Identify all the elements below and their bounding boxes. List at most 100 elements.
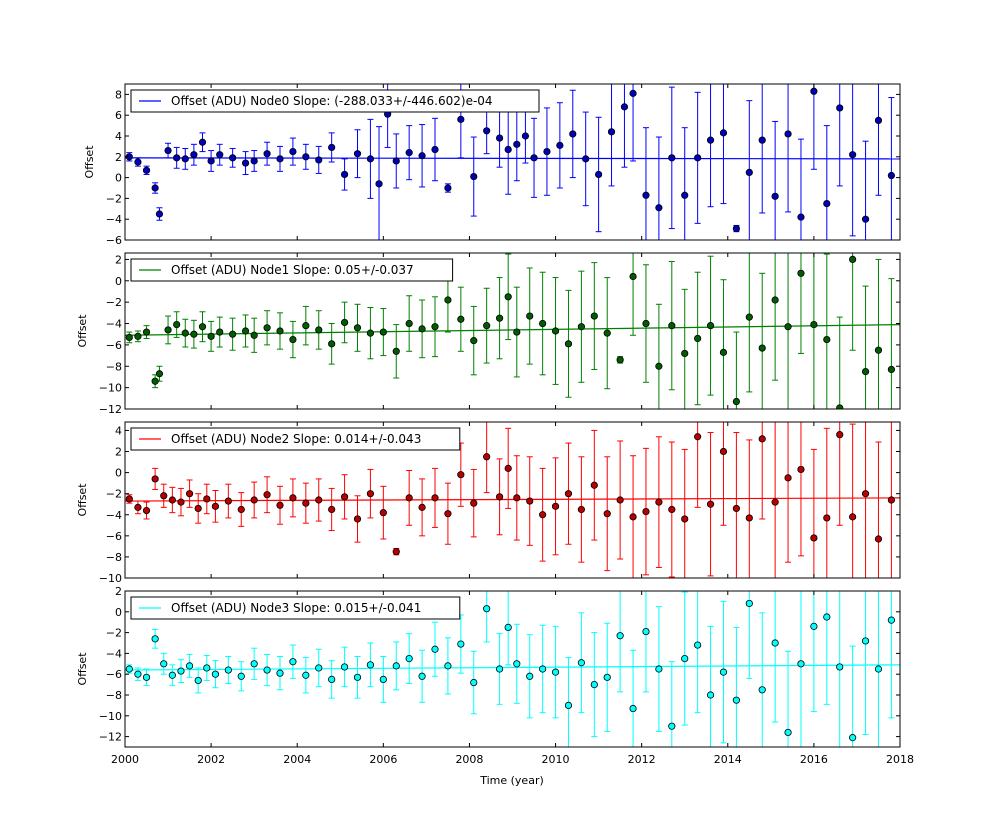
data-point (198, 323, 207, 331)
data-point (431, 145, 439, 154)
data-point (418, 152, 426, 160)
data-point (302, 499, 310, 507)
data-point (181, 155, 189, 163)
data-point (134, 503, 142, 511)
data-point (198, 138, 207, 146)
data-point (405, 319, 413, 328)
data-point (706, 322, 715, 330)
data-point (250, 496, 258, 504)
data-point (629, 272, 637, 281)
data-point (160, 660, 168, 668)
data-point (861, 215, 870, 223)
data-point (887, 365, 895, 374)
data-point (276, 155, 284, 163)
data-point (203, 664, 211, 672)
data-point (590, 680, 598, 689)
x-axis-label: Time (year) (479, 774, 544, 787)
data-point (732, 504, 740, 513)
data-point (513, 494, 521, 502)
data-point (211, 670, 220, 678)
data-point (668, 505, 676, 514)
x-tick-label: 2008 (455, 753, 483, 766)
x-tick-label: 2000 (111, 753, 139, 766)
data-point (823, 200, 831, 208)
data-point (353, 515, 362, 523)
x-tick-label: 2004 (283, 753, 311, 766)
data-point (405, 654, 413, 663)
data-point (504, 293, 512, 301)
plot-area-2 (125, 422, 900, 578)
data-point (155, 370, 164, 378)
data-point (521, 132, 530, 140)
data-point (655, 498, 663, 506)
data-point (289, 335, 297, 344)
data-point (694, 641, 702, 649)
data-point (616, 496, 624, 504)
data-point (655, 204, 663, 212)
data-point (504, 464, 512, 472)
data-point (732, 696, 740, 704)
data-point (340, 493, 349, 501)
data-point (797, 269, 805, 277)
data-point (823, 613, 831, 621)
y-axis-label: Offset (76, 314, 89, 348)
y-tick-label: −6 (106, 668, 122, 681)
y-tick-label: −4 (106, 509, 122, 522)
data-point (771, 639, 779, 647)
data-point (758, 435, 766, 443)
data-point (551, 668, 560, 676)
data-point (849, 734, 857, 742)
data-point (551, 502, 560, 510)
data-point (181, 329, 189, 337)
data-point (719, 348, 728, 356)
data-point (582, 155, 590, 163)
data-point (444, 184, 452, 192)
data-point (289, 148, 297, 156)
data-point (810, 87, 818, 95)
plot-area-0 (125, 84, 900, 240)
data-point (745, 168, 753, 176)
data-point (431, 494, 439, 502)
data-point (607, 128, 616, 136)
data-point (849, 151, 857, 159)
data-point (629, 89, 637, 97)
data-point (224, 497, 232, 505)
data-point (655, 665, 663, 673)
data-point (418, 672, 426, 680)
data-point (379, 328, 387, 336)
data-point (603, 329, 611, 337)
data-point (173, 154, 181, 162)
data-point (495, 493, 504, 501)
data-point (719, 668, 728, 676)
data-point (194, 676, 202, 685)
axes-frame (124, 590, 901, 748)
data-point (168, 671, 176, 679)
data-point (526, 497, 534, 505)
y-tick-label: −6 (106, 234, 122, 247)
y-tick-label: −2 (106, 296, 122, 309)
data-point (340, 663, 349, 671)
data-point (328, 505, 336, 514)
y-tick-label: −6 (106, 530, 122, 543)
data-point (185, 490, 194, 498)
data-point (681, 515, 689, 523)
data-point (758, 136, 766, 144)
data-point (861, 368, 870, 376)
y-tick-label: −2 (106, 192, 122, 205)
y-tick-label: −12 (99, 403, 122, 416)
plot-area-1 (125, 253, 900, 409)
data-point (392, 548, 400, 556)
data-point (616, 632, 624, 640)
data-point (668, 322, 676, 330)
data-point (151, 635, 159, 643)
data-point (745, 599, 753, 608)
y-tick-label: 2 (115, 253, 122, 266)
data-point (142, 506, 151, 515)
data-point (470, 678, 478, 687)
data-point (504, 145, 512, 154)
data-point (250, 660, 258, 668)
data-point (784, 728, 792, 737)
data-point (719, 447, 728, 456)
data-point (431, 645, 439, 653)
data-point (556, 141, 564, 149)
